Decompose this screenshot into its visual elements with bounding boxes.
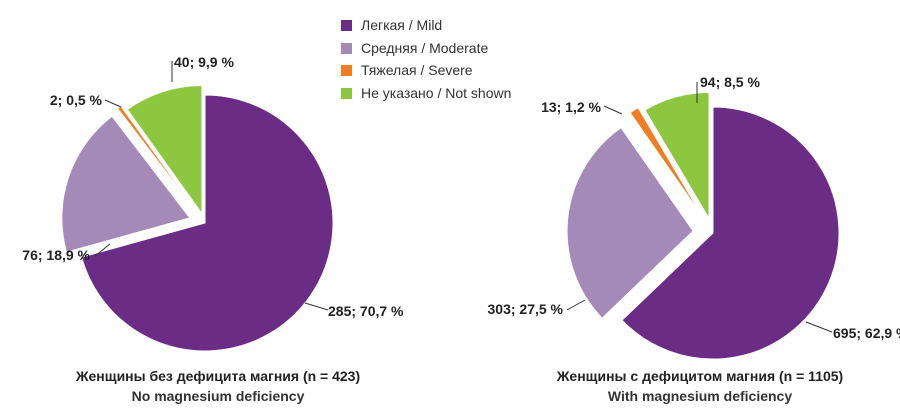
chart-subtitle-no-deficiency: No magnesium deficiency — [131, 388, 305, 404]
pie1-slice-severe — [116, 105, 196, 211]
pie2-data-label-moderate: 303; 27,5 % — [488, 301, 564, 317]
pie1-leader-line-moderate — [94, 243, 111, 257]
legend-label-not-shown: Не указано / Not shown — [361, 84, 512, 101]
pie2-data-label-severe: 13; 1,2 % — [541, 99, 601, 115]
legend-swatch-moderate — [341, 42, 352, 54]
pie1-leader-line-mild — [304, 302, 329, 311]
chart-title-with-deficiency: Женщины с дефицитом магния (n = 1105) — [556, 368, 844, 384]
chart-caption-with-deficiency: Женщины с дефицитом магния (n = 1105) Wi… — [520, 368, 880, 404]
pie2-slice-moderate — [566, 126, 694, 319]
chart-caption-no-deficiency: Женщины без дефицита магния (n = 423) No… — [38, 368, 398, 404]
pie1-slice-moderate — [61, 115, 191, 253]
pie1-data-label-moderate: 76; 18,9 % — [22, 247, 90, 263]
pie2-slice-not-shown — [644, 92, 710, 221]
chart-subtitle-with-deficiency: With magnesium deficiency — [607, 388, 793, 404]
legend-swatch-severe — [341, 65, 352, 76]
pie2-data-label-mild: 695; 62,9 % — [833, 325, 900, 341]
pie1-slice-mild — [81, 94, 334, 352]
legend-swatch-mild — [341, 20, 352, 31]
pie2-slice-mild — [621, 106, 840, 360]
pie1-data-label-not-shown: 40; 9,9 % — [174, 54, 234, 70]
pie2-leader-line-mild — [805, 321, 833, 333]
pie2-leader-line-moderate — [566, 299, 586, 311]
pie1-leader-line-severe — [104, 99, 122, 108]
legend-label-moderate: Средняя / Moderate — [361, 39, 489, 56]
chart-title-no-deficiency: Женщины без дефицита магния (n = 423) — [75, 368, 361, 384]
legend-label-severe: Тяжелая / Severe — [361, 62, 473, 78]
pie-chart-with-deficiency: 695; 62,9 % 303; 27,5 % 13; 1,2 % 94; 8,5 % — [488, 74, 900, 360]
pie-chart-no-deficiency: 285; 70,7 % 76; 18,9 % 2; 0,5 % 40; 9,9 % — [22, 54, 404, 352]
pie2-data-label-not-shown: 94; 8,5 % — [700, 74, 760, 90]
legend-swatch-not-shown — [341, 87, 352, 99]
pie1-slice-not-shown — [126, 84, 203, 216]
pie1-data-label-severe: 2; 0,5 % — [50, 92, 103, 108]
legend-label-mild: Легкая / Mild — [361, 17, 443, 33]
pie2-leader-line-severe — [603, 105, 623, 115]
pie1-data-label-mild: 285; 70,7 % — [328, 303, 404, 319]
pie2-slice-severe — [629, 107, 703, 217]
